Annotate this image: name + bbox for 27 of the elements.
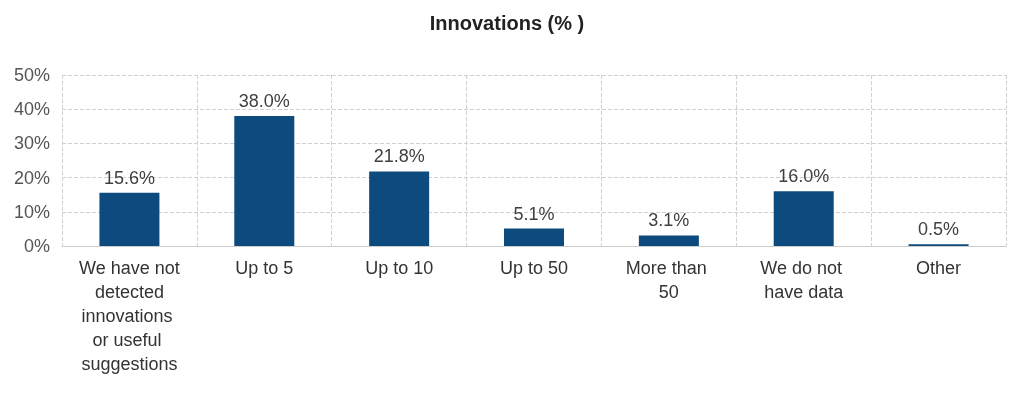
- data-label: 15.6%: [103, 167, 155, 188]
- bar: [638, 235, 699, 246]
- x-tick-label: More than 50: [625, 258, 712, 302]
- data-label: 0.5%: [918, 219, 960, 240]
- y-tick-label: 0%: [23, 236, 50, 256]
- chart-title: Innovations (% ): [429, 12, 585, 34]
- bar: [369, 171, 430, 246]
- x-tick-label: Other: [916, 258, 962, 278]
- data-label: 3.1%: [648, 210, 690, 231]
- bar: [99, 192, 160, 246]
- data-label: 5.1%: [513, 203, 555, 224]
- data-label: 16.0%: [778, 166, 830, 187]
- y-tick-label: 20%: [13, 167, 50, 188]
- x-tick-label: Up to 10: [365, 258, 434, 278]
- y-tick-label: 40%: [13, 99, 50, 120]
- x-tick-label: Up to 5: [235, 258, 294, 278]
- bar: [504, 228, 564, 246]
- bar: [773, 191, 834, 246]
- x-tick-label: We do not have data: [760, 258, 848, 302]
- x-tick-label: Up to 50: [499, 258, 569, 278]
- y-tick-label: 50%: [13, 65, 50, 85]
- data-label: 38.0%: [238, 91, 290, 112]
- data-label: 21.8%: [373, 146, 425, 167]
- bar: [234, 116, 295, 246]
- y-tick-label: 10%: [13, 201, 50, 222]
- y-tick-label: 30%: [13, 133, 50, 154]
- x-tick-label: We have not detected innovations or useful suggestions: [79, 258, 180, 374]
